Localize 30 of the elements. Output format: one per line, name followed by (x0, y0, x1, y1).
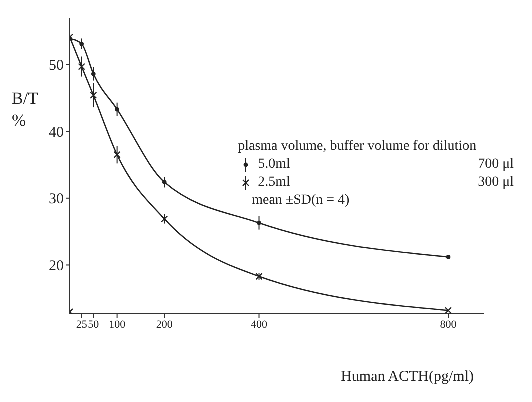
x-tick-label: 200 (156, 318, 174, 331)
legend-label: 2.5ml (258, 174, 292, 192)
point (161, 216, 168, 223)
point (115, 107, 120, 112)
legend-title: plasma volume, buffer volume for dilution (238, 138, 478, 156)
x-axis-title: Human ACTH(pg/ml) (341, 369, 474, 386)
y-tick-label: 30 (49, 192, 64, 208)
x-tick-label: 25 (76, 318, 88, 331)
annotation: mean ±SD(n = 4) (252, 192, 351, 210)
y-axis-title: B/T % (12, 88, 38, 132)
legend-label: 5.0ml (258, 156, 292, 174)
point (444, 307, 452, 314)
point (446, 255, 451, 260)
x-tick-label: 800 (440, 318, 458, 331)
point (257, 220, 262, 226)
annotation: 700 μl (478, 156, 514, 174)
point (80, 42, 84, 46)
x-tick-label: 100 (109, 318, 126, 331)
point (114, 151, 121, 159)
point (78, 63, 86, 70)
point (256, 272, 263, 280)
point (90, 92, 98, 100)
annotation: 300 μl (478, 174, 514, 192)
x-tick-label: 50 (88, 318, 100, 331)
y-tick-label: 50 (49, 58, 64, 74)
y-tick-label: 20 (49, 258, 64, 275)
x-tick-label: 400 (251, 318, 268, 331)
point (91, 72, 96, 76)
y-tick-label: 40 (49, 124, 64, 141)
point (162, 180, 167, 185)
